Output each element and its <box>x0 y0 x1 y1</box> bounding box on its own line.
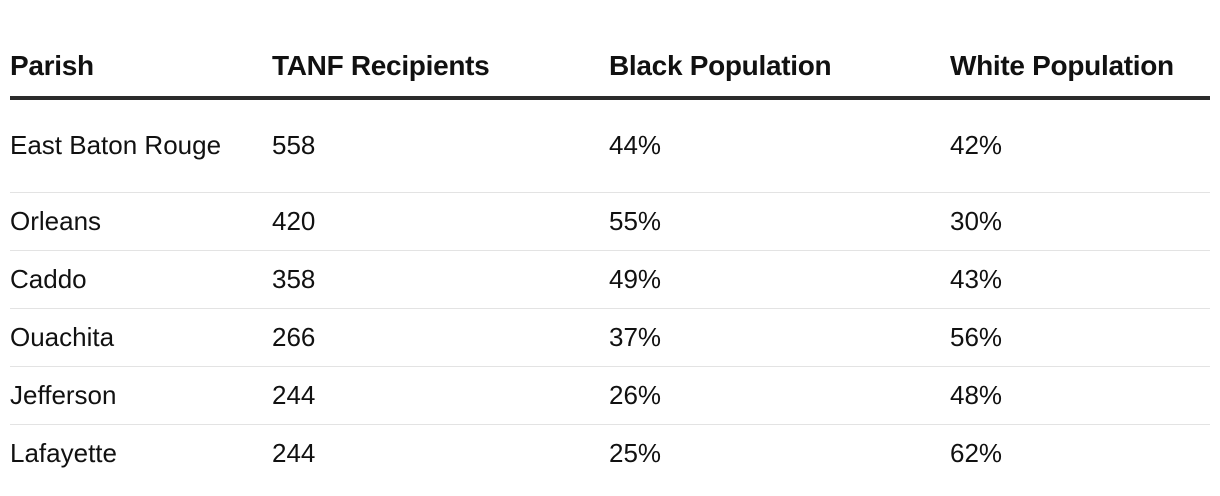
cell-parish: Jefferson <box>10 366 272 425</box>
cell-tanf-recipients: 244 <box>272 366 609 425</box>
table-row: Caddo 358 49% 43% <box>10 250 1210 309</box>
cell-tanf-recipients: 558 <box>272 98 609 193</box>
cell-tanf-recipients: 420 <box>272 192 609 251</box>
cell-black-population: 26% <box>609 366 950 425</box>
cell-parish: Ouachita <box>10 308 272 367</box>
table-row: Lafayette 244 25% 62% <box>10 424 1210 482</box>
cell-white-population: 48% <box>950 366 1210 425</box>
column-header-black-population: Black Population <box>609 36 950 100</box>
cell-black-population: 44% <box>609 98 950 193</box>
data-table: Parish TANF Recipients Black Population … <box>10 36 1210 482</box>
table-body: East Baton Rouge 558 44% 42% Orleans 420… <box>10 98 1210 482</box>
cell-black-population: 25% <box>609 437 662 468</box>
cell-white-population: 56% <box>950 308 1210 367</box>
cell-tanf-recipients: 358 <box>272 250 609 309</box>
cell-parish: Orleans <box>10 192 272 251</box>
column-header-tanf-recipients: TANF Recipients <box>272 36 609 100</box>
cell-parish: Lafayette <box>10 437 117 468</box>
table-row: Ouachita 266 37% 56% <box>10 308 1210 367</box>
cell-white-population: 42% <box>950 98 1210 193</box>
table-row: Jefferson 244 26% 48% <box>10 366 1210 425</box>
table-header: Parish TANF Recipients Black Population … <box>10 36 1210 100</box>
table-row: Orleans 420 55% 30% <box>10 192 1210 251</box>
header-row: Parish TANF Recipients Black Population … <box>10 36 1210 100</box>
cell-parish: East Baton Rouge <box>10 98 272 193</box>
cell-black-population: 55% <box>609 192 950 251</box>
cell-black-population: 49% <box>609 250 950 309</box>
cell-white-population: 62% <box>950 437 1003 468</box>
cell-white-population: 43% <box>950 250 1210 309</box>
cell-white-population: 30% <box>950 192 1210 251</box>
table-row: East Baton Rouge 558 44% 42% <box>10 98 1210 193</box>
cell-parish: Caddo <box>10 250 272 309</box>
cell-tanf-recipients: 244 <box>272 437 316 468</box>
column-header-parish: Parish <box>10 36 272 100</box>
column-header-white-population: White Population <box>950 36 1210 100</box>
cell-tanf-recipients: 266 <box>272 308 609 367</box>
cell-black-population: 37% <box>609 308 950 367</box>
